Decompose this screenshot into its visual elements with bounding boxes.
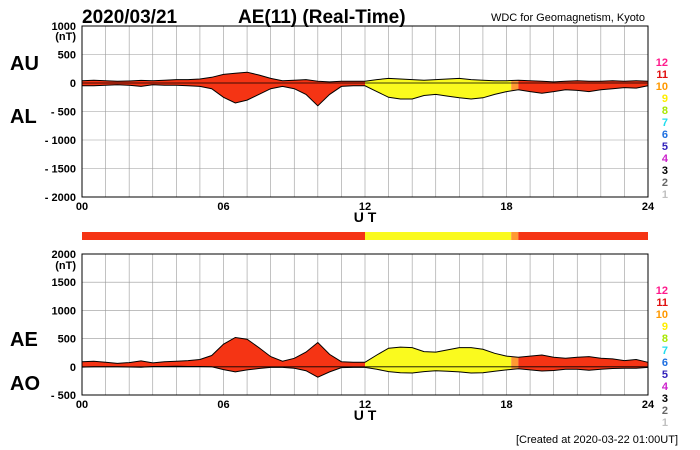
- y-tick-label-top: 0: [70, 78, 76, 90]
- area-segment-bottom: [82, 337, 365, 378]
- legend-item-bottom: 1: [662, 417, 668, 429]
- series-label-ao: AO: [10, 373, 40, 395]
- legend-item-top: 3: [662, 165, 668, 177]
- activity-strip-segment: [365, 232, 512, 240]
- legend-item-bottom: 7: [662, 345, 668, 357]
- chart-title: AE(11) (Real-Time): [238, 7, 406, 28]
- ae-series-line: [81, 336, 649, 364]
- x-tick-label-bottom: 06: [217, 399, 229, 411]
- x-tick-label-top: 12: [359, 201, 371, 213]
- legend-item-top: 10: [656, 81, 668, 93]
- y-tick-label-bottom: 1500: [52, 277, 76, 289]
- legend-item-top: 12: [656, 57, 668, 69]
- legend-item-top: 7: [662, 117, 668, 129]
- series-label-ae: AE: [10, 329, 38, 351]
- legend-item-top: 5: [662, 141, 668, 153]
- ao-series-line: [81, 365, 649, 378]
- y-tick-label-bottom: - 500: [51, 390, 76, 402]
- x-tick-label-bottom: 24: [642, 399, 655, 411]
- y-tick-label-top: - 1500: [45, 164, 76, 176]
- legend-item-bottom: 10: [656, 309, 668, 321]
- y-tick-label-bottom: 1000: [52, 305, 76, 317]
- x-tick-label-bottom: 18: [500, 399, 512, 411]
- legend-item-top: 6: [662, 129, 668, 141]
- legend-item-top: 2: [662, 177, 668, 189]
- legend-item-bottom: 5: [662, 369, 668, 381]
- legend-item-bottom: 4: [662, 381, 669, 393]
- x-tick-label-top: 18: [500, 201, 512, 213]
- y-tick-label-bottom: 500: [58, 334, 76, 346]
- chart-source: WDC for Geomagnetism, Kyoto: [491, 12, 645, 24]
- x-axis-label-bottom: U T: [354, 407, 377, 423]
- x-axis-label-top: U T: [354, 209, 377, 225]
- legend-item-bottom: 3: [662, 393, 668, 405]
- legend-item-bottom: 12: [656, 285, 668, 297]
- y-tick-label-top: 500: [58, 50, 76, 62]
- unit-label-bottom: (nT): [55, 260, 76, 272]
- area-segment-bottom: [511, 356, 519, 370]
- y-tick-label-bottom: 0: [70, 362, 76, 374]
- au-series-line: [81, 71, 649, 83]
- y-tick-label-top: - 1000: [45, 135, 76, 147]
- legend-item-top: 9: [662, 93, 668, 105]
- legend-item-bottom: 11: [656, 297, 668, 309]
- series-label-au: AU: [10, 53, 39, 75]
- area-segment-top: [518, 80, 648, 94]
- plot-frame-bottom: [81, 253, 649, 396]
- legend-item-bottom: 2: [662, 405, 668, 417]
- area-segment-top: [511, 80, 519, 91]
- legend-item-bottom: 8: [662, 333, 668, 345]
- series-label-al: AL: [10, 106, 37, 128]
- y-tick-label-bottom: 2000: [52, 249, 76, 261]
- activity-strip-segment: [82, 232, 365, 240]
- legend-item-top: 11: [656, 69, 668, 81]
- legend-item-bottom: 6: [662, 357, 668, 369]
- area-segment-top: [365, 78, 512, 99]
- y-tick-label-top: - 500: [51, 107, 76, 119]
- x-tick-label-top: 24: [642, 201, 655, 213]
- activity-strip-segment: [518, 232, 648, 240]
- legend-item-top: 1: [662, 189, 668, 201]
- x-tick-label-bottom: 00: [76, 399, 88, 411]
- plot-frame-top: [81, 25, 649, 198]
- legend-item-top: 4: [662, 153, 669, 165]
- al-series-line: [82, 84, 649, 107]
- unit-label-top: (nT): [55, 31, 76, 43]
- activity-strip-segment: [511, 232, 519, 240]
- legend-item-top: 8: [662, 105, 668, 117]
- y-tick-label-top: - 2000: [45, 192, 76, 204]
- legend-item-bottom: 9: [662, 321, 668, 333]
- y-tick-label-top: 1000: [52, 21, 76, 33]
- x-tick-label-bottom: 12: [359, 399, 371, 411]
- x-tick-label-top: 06: [217, 201, 229, 213]
- x-tick-label-top: 00: [76, 201, 88, 213]
- created-timestamp: [Created at 2020-03-22 01:00UT]: [516, 434, 678, 446]
- chart-date: 2020/03/21: [82, 7, 178, 28]
